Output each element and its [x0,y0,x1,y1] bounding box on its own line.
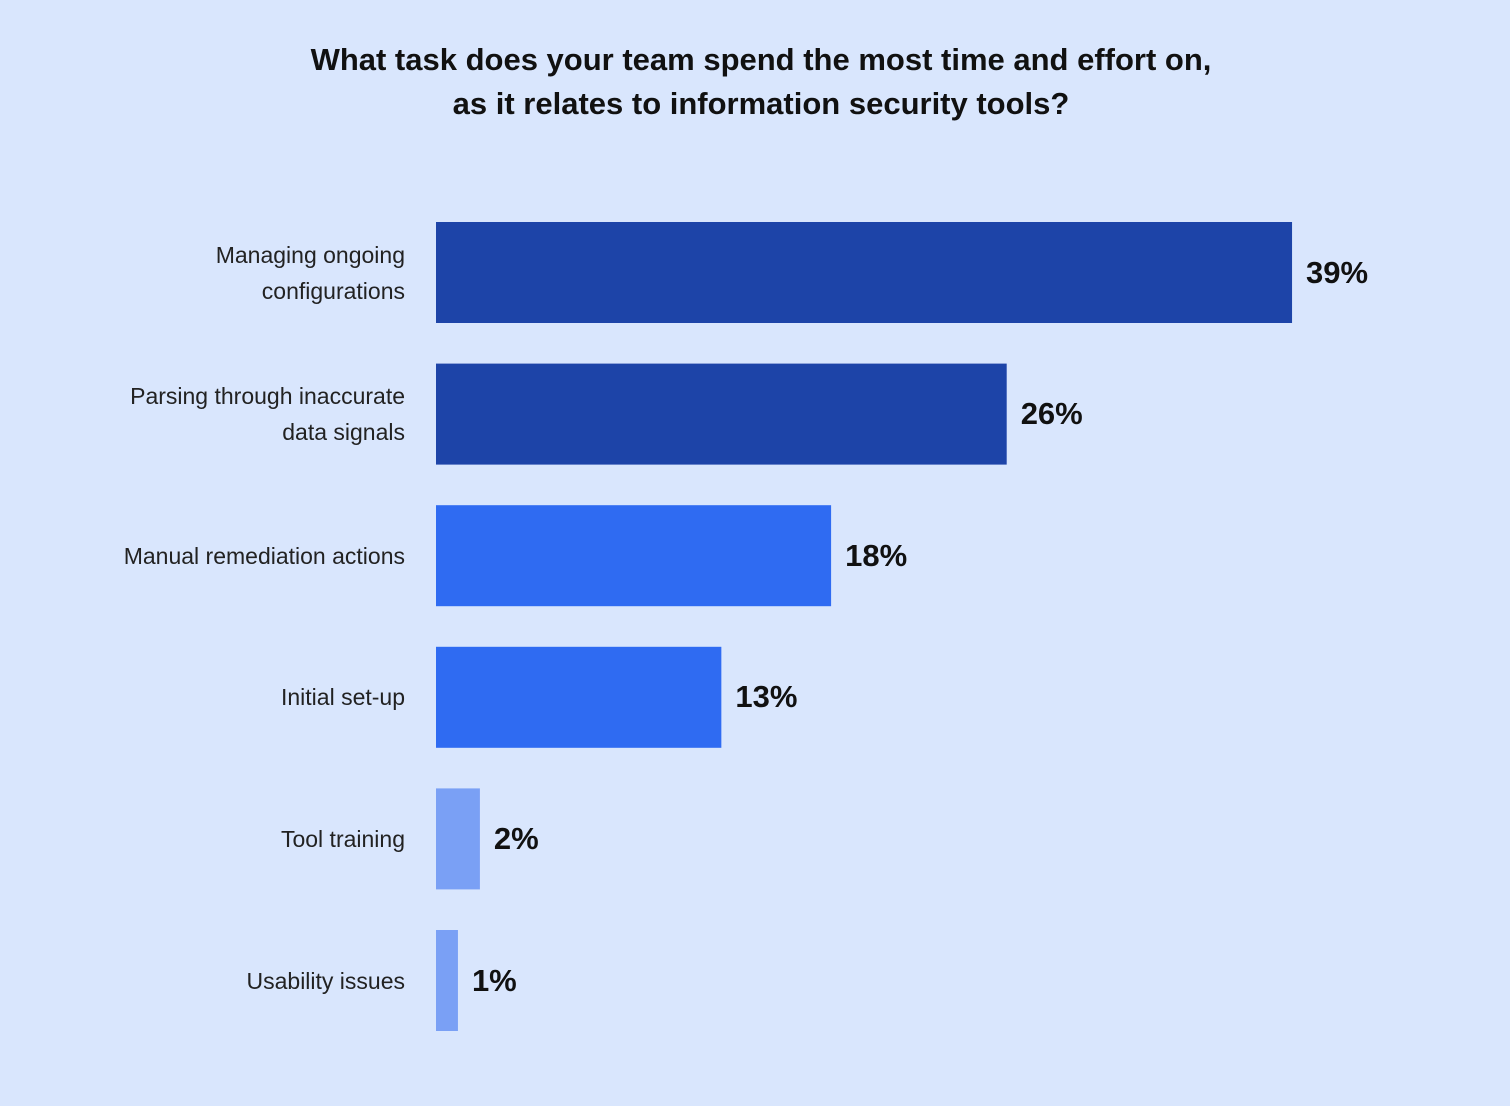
value-label: 1% [471,962,517,998]
bar [436,505,832,607]
value-label: 39% [1306,254,1369,290]
value-label: 13% [735,679,798,715]
category-label: Managing ongoing configurations [215,241,405,304]
chart-title: What task does your team spend the most … [310,42,1212,121]
bar [436,363,1007,465]
bar [436,646,722,748]
bar [436,788,480,890]
category-label: Tool training [280,825,405,852]
category-label: Initial set-up [280,684,405,711]
bar [436,222,1293,323]
bar [436,930,458,1031]
category-label: Parsing through inaccurate data signals [130,383,405,446]
value-label: 18% [845,537,908,573]
category-label: Usability issues [246,967,406,994]
value-label: 2% [493,820,539,856]
category-label: Manual remediation actions [123,542,405,569]
value-label: 26% [1020,396,1083,432]
